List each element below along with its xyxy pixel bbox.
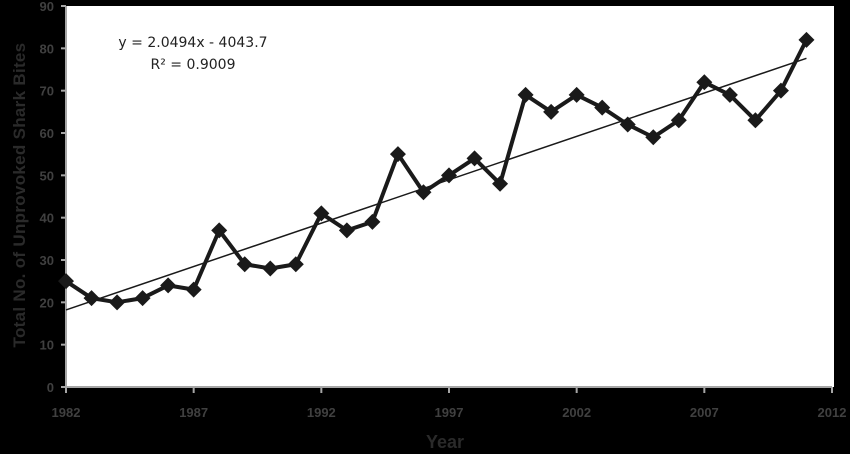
diamond-marker <box>721 86 738 103</box>
diamond-marker <box>313 205 330 222</box>
diamond-marker <box>747 112 764 129</box>
diamond-marker <box>517 86 534 103</box>
r-squared-text: R² = 0.9009 <box>150 57 236 73</box>
diamond-marker <box>619 116 636 133</box>
x-tick-label: 1997 <box>435 405 464 420</box>
y-tick-label: 0 <box>47 380 54 395</box>
x-tick-label: 1982 <box>52 405 81 420</box>
x-tick-label: 2007 <box>690 405 719 420</box>
diamond-marker <box>287 256 304 273</box>
x-tick-label: 1992 <box>307 405 336 420</box>
y-tick-label: 70 <box>40 84 54 99</box>
diamond-marker <box>236 256 253 273</box>
x-axis-title: Year <box>425 432 465 452</box>
diamond-marker <box>134 290 151 307</box>
diamond-marker <box>83 290 100 307</box>
diamond-marker <box>798 31 815 48</box>
diamond-marker <box>109 294 126 311</box>
diamond-marker <box>543 103 560 120</box>
diamond-marker <box>568 86 585 103</box>
diamond-marker <box>492 175 509 192</box>
diamond-marker <box>364 213 381 230</box>
diamond-marker <box>185 281 202 298</box>
equation-text: y = 2.0494x - 4043.7 <box>118 35 268 51</box>
diamond-marker <box>160 277 177 294</box>
diamond-marker <box>415 184 432 201</box>
series-line <box>64 38 809 305</box>
y-tick-label: 80 <box>40 41 54 56</box>
plot-area <box>66 6 834 387</box>
y-axis-title: Total No. of Unprovoked Shark Bites <box>10 42 29 348</box>
y-tick-label: 10 <box>40 338 54 353</box>
x-tick-label: 1987 <box>179 405 208 420</box>
diamond-marker <box>211 222 228 239</box>
y-tick-label: 90 <box>40 0 54 14</box>
y-tick-label: 50 <box>40 168 54 183</box>
y-tick-label: 40 <box>40 211 54 226</box>
diamond-marker <box>466 150 483 167</box>
y-tick-label: 60 <box>40 126 54 141</box>
x-tick-label: 2012 <box>818 405 847 420</box>
x-tick-label: 2002 <box>562 405 591 420</box>
y-tick-label: 20 <box>40 295 54 310</box>
diamond-marker <box>389 146 406 163</box>
diamond-marker <box>645 129 662 146</box>
diamond-marker <box>338 222 355 239</box>
trendline-equation: y = 2.0494x - 4043.7 R² = 0.9009 <box>108 32 278 76</box>
diamond-marker <box>594 99 611 116</box>
diamond-marker <box>670 112 687 129</box>
diamond-marker <box>696 74 713 91</box>
diamond-marker <box>772 82 789 99</box>
diamond-marker <box>58 273 74 290</box>
y-tick-label: 30 <box>40 253 54 268</box>
diamond-marker <box>441 167 457 184</box>
diamond-marker <box>262 260 279 277</box>
